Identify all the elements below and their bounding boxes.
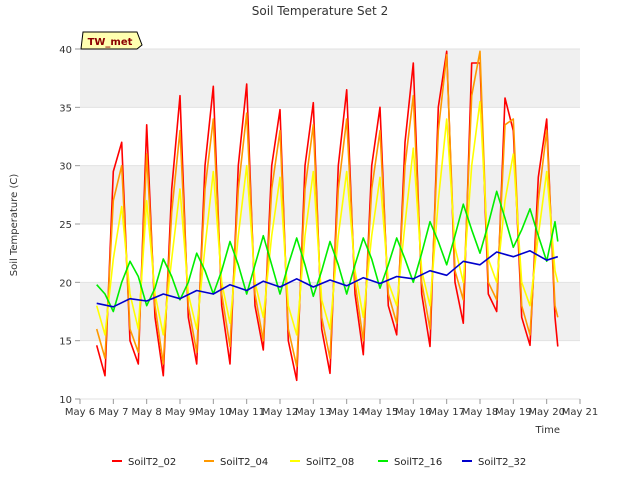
legend-label: SoilT2_02: [128, 457, 176, 468]
site-badge: TW_met: [80, 31, 143, 50]
x-tick-label: May 15: [362, 407, 399, 418]
legend-label: SoilT2_08: [306, 457, 354, 468]
x-tick-label: May 16: [395, 407, 432, 418]
y-tick-label: 10: [59, 395, 72, 406]
legend-label: SoilT2_04: [220, 457, 268, 468]
series-lines: [95, 50, 559, 382]
x-tick-label: May 17: [428, 407, 465, 418]
x-axis-title: Time: [535, 425, 560, 436]
legend: SoilT2_02 SoilT2_04 SoilT2_08 SoilT2_16 Soil…: [112, 457, 526, 468]
y-axis-ticks: 10 15 20 25 30 35 40: [59, 45, 80, 406]
y-tick-label: 15: [59, 337, 72, 348]
x-tick-label: May 7: [98, 407, 128, 418]
site-badge-label: TW_met: [88, 37, 133, 48]
y-axis-title: Soil Temperature (C): [9, 174, 20, 277]
y-tick-label: 25: [59, 220, 72, 231]
grid-band: [80, 107, 580, 166]
series-line-soilt2-08: [95, 100, 559, 336]
site-badge-box: [80, 31, 143, 50]
legend-label: SoilT2_16: [394, 457, 442, 468]
x-tick-label: May 6: [65, 407, 95, 418]
chart-title: Soil Temperature Set 2: [252, 4, 388, 18]
series-line-soilt2-16: [96, 190, 559, 313]
x-tick-label: May 18: [462, 407, 499, 418]
legend-label: SoilT2_32: [478, 457, 526, 468]
x-tick-label: May 13: [295, 407, 332, 418]
x-tick-label: May 9: [165, 407, 195, 418]
x-tick-label: May 12: [262, 407, 299, 418]
series-line-soilt2-32: [96, 250, 559, 308]
grid-band: [80, 224, 580, 283]
y-tick-label: 40: [59, 45, 72, 56]
x-tick-label: May 19: [495, 407, 532, 418]
grid-band: [80, 49, 580, 108]
y-tick-label: 35: [59, 103, 72, 114]
x-tick-label: May 11: [228, 407, 265, 418]
x-tick-label: May 10: [195, 407, 232, 418]
x-tick-label: May 14: [328, 407, 365, 418]
y-tick-label: 30: [59, 162, 72, 173]
y-tick-label: 20: [59, 278, 72, 289]
x-tick-label: May 8: [132, 407, 162, 418]
grid-band: [80, 165, 580, 224]
x-tick-label: May 20: [528, 407, 565, 418]
x-tick-label: May 21: [562, 407, 599, 418]
